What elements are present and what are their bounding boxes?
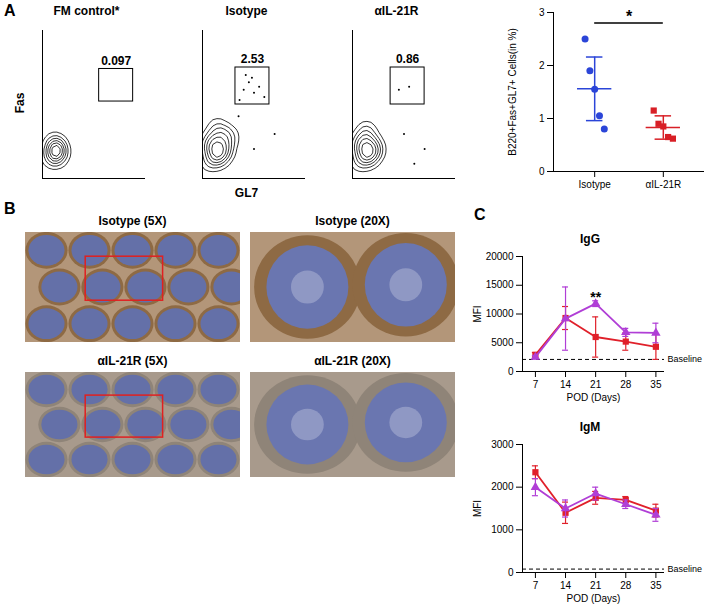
html-text:Fas: Fas xyxy=(13,92,28,114)
svg-text:0: 0 xyxy=(508,567,514,578)
svg-text:0.097: 0.097 xyxy=(101,54,131,68)
svg-text:Baseline: Baseline xyxy=(668,564,703,574)
svg-text:35: 35 xyxy=(650,379,662,390)
svg-text:14: 14 xyxy=(560,379,572,390)
svg-text:**: ** xyxy=(590,289,601,305)
html-text:αIL-21R (20X): αIL-21R (20X) xyxy=(314,354,391,368)
svg-text:2.53: 2.53 xyxy=(241,52,265,66)
svg-text:Isotype: Isotype xyxy=(579,179,612,190)
svg-text:αIL-21R: αIL-21R xyxy=(645,179,681,190)
svg-text:MFI: MFI xyxy=(472,305,483,322)
html-text:Isotype (5X): Isotype (5X) xyxy=(98,214,167,228)
html-text:Isotype (20X): Isotype (20X) xyxy=(315,214,390,228)
html-text:αIL-21R (5X): αIL-21R (5X) xyxy=(97,354,168,368)
html-text:B: B xyxy=(4,200,16,217)
svg-text:POD (Days): POD (Days) xyxy=(567,392,621,403)
svg-text:1: 1 xyxy=(539,113,545,124)
svg-text:3000: 3000 xyxy=(491,439,514,450)
svg-text:MFI: MFI xyxy=(472,500,483,517)
svg-text:7: 7 xyxy=(533,580,539,591)
svg-text:2000: 2000 xyxy=(491,481,514,492)
svg-text:2: 2 xyxy=(539,60,545,71)
html-text:C: C xyxy=(474,206,486,223)
svg-text:14: 14 xyxy=(560,580,572,591)
svg-text:15000: 15000 xyxy=(486,279,514,290)
svg-text:21: 21 xyxy=(590,580,602,591)
html-text:GL7: GL7 xyxy=(234,186,259,200)
svg-text:1000: 1000 xyxy=(491,524,514,535)
svg-text:3: 3 xyxy=(539,7,545,18)
html-text:αIL-21R: αIL-21R xyxy=(374,4,419,18)
html-text:FM control*: FM control* xyxy=(53,4,120,18)
svg-text:*: * xyxy=(626,8,633,25)
svg-text:Baseline: Baseline xyxy=(668,354,703,364)
html-text:IgG: IgG xyxy=(580,232,600,246)
svg-text:21: 21 xyxy=(590,379,602,390)
svg-text:7: 7 xyxy=(533,379,539,390)
html-text:A: A xyxy=(4,2,16,19)
svg-text:35: 35 xyxy=(650,580,662,591)
svg-text:POD (Days): POD (Days) xyxy=(567,593,621,604)
svg-text:5000: 5000 xyxy=(491,337,514,348)
html-text:IgM: IgM xyxy=(579,420,601,434)
svg-text:28: 28 xyxy=(620,379,632,390)
html-text:Isotype: Isotype xyxy=(225,4,268,18)
svg-text:10000: 10000 xyxy=(486,308,514,319)
svg-text:28: 28 xyxy=(620,580,632,591)
svg-text:B220+Fas+GL7+ Cells(in %): B220+Fas+GL7+ Cells(in %) xyxy=(507,28,518,156)
svg-text:0.86: 0.86 xyxy=(396,52,420,66)
svg-text:0: 0 xyxy=(508,366,514,377)
svg-text:0: 0 xyxy=(539,166,545,177)
svg-text:20000: 20000 xyxy=(486,251,514,262)
